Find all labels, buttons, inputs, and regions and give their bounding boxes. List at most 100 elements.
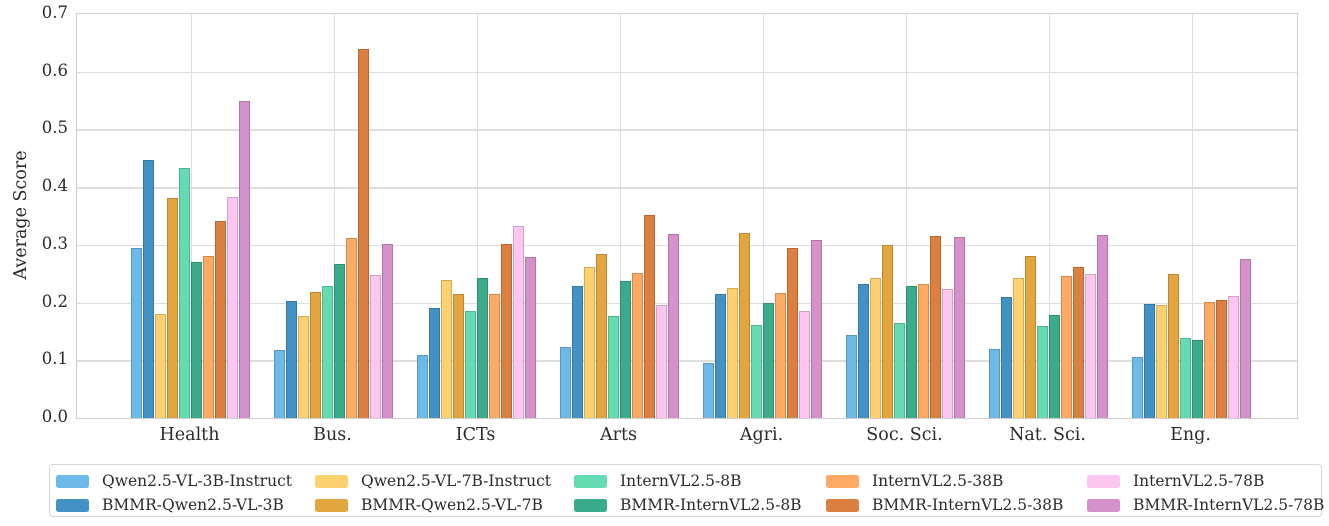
legend-swatch-icon [574, 474, 607, 488]
bar-internvl2.5-8b [465, 310, 476, 418]
bar-bmmr-qwen2.5-vl-7b [1168, 274, 1179, 418]
bar-qwen2.5-vl-7b-instruct [155, 314, 166, 418]
bar-qwen2.5-vl-7b-instruct [870, 278, 881, 418]
gridline-vertical [1191, 14, 1193, 418]
x-tick-label-nat-sci-: Nat. Sci. [1009, 425, 1086, 445]
legend-swatch-icon [315, 474, 348, 488]
bar-bmmr-internvl2.5-8b [191, 262, 202, 418]
bar-qwen2.5-vl-3b-instruct [989, 349, 1000, 418]
bar-bmmr-qwen2.5-vl-7b [1025, 255, 1036, 418]
bar-internvl2.5-78b [1085, 273, 1096, 418]
legend-swatch-icon [1087, 474, 1120, 488]
bar-internvl2.5-78b [370, 275, 381, 418]
bar-internvl2.5-78b [227, 196, 238, 418]
x-tick-label-agri-: Agri. [739, 425, 784, 445]
y-tick-label: 0.1 [41, 349, 68, 369]
bar-bmmr-internvl2.5-38b [501, 244, 512, 418]
y-tick-label: 0.7 [41, 3, 68, 22]
bar-bmmr-qwen2.5-vl-3b [715, 293, 726, 418]
bar-internvl2.5-78b [513, 226, 524, 418]
bar-bmmr-internvl2.5-38b [358, 49, 369, 418]
y-tick-label: 0.0 [41, 407, 68, 426]
bar-internvl2.5-78b [656, 304, 667, 418]
gridline-vertical [905, 14, 907, 418]
legend-swatch-icon [826, 474, 859, 488]
bar-bmmr-internvl2.5-38b [930, 235, 941, 418]
bar-bmmr-qwen2.5-vl-3b [1001, 297, 1012, 418]
bar-bmmr-internvl2.5-8b [763, 303, 774, 418]
bar-internvl2.5-38b [918, 283, 929, 418]
bar-bmmr-qwen2.5-vl-3b [1144, 303, 1155, 418]
x-tick-label-eng-: Eng. [1170, 425, 1211, 445]
bar-bmmr-internvl2.5-8b [1049, 315, 1060, 418]
bar-internvl2.5-38b [203, 256, 214, 418]
x-tick-label-health: Health [159, 425, 220, 445]
bar-qwen2.5-vl-7b-instruct [727, 288, 738, 418]
y-tick-label: 0.6 [41, 60, 68, 80]
bar-internvl2.5-78b [1228, 296, 1239, 418]
gridline-vertical [619, 14, 621, 418]
bar-internvl2.5-38b [775, 292, 786, 418]
gridline-horizontal [77, 244, 1297, 247]
bar-bmmr-qwen2.5-vl-3b [143, 160, 154, 418]
bar-qwen2.5-vl-3b-instruct [131, 248, 142, 418]
bar-bmmr-internvl2.5-8b [1192, 339, 1203, 418]
gridline-horizontal [77, 71, 1297, 74]
bar-bmmr-internvl2.5-78b [1240, 259, 1251, 418]
legend-label: Qwen2.5-VL-3B-Instruct [102, 472, 292, 490]
legend-item: BMMR-Qwen2.5-VL-7B [315, 494, 543, 516]
y-tick-label: 0.5 [41, 118, 68, 138]
bar-bmmr-internvl2.5-8b [334, 263, 345, 418]
legend-item: BMMR-InternVL2.5-78B [1087, 494, 1324, 516]
legend-swatch-icon [1087, 498, 1120, 512]
plot-area [76, 13, 1298, 419]
legend-label: InternVL2.5-8B [620, 472, 742, 490]
y-tick-label: 0.4 [41, 176, 68, 196]
bar-internvl2.5-38b [1204, 301, 1215, 418]
bar-internvl2.5-8b [179, 167, 190, 418]
bar-internvl2.5-8b [751, 324, 762, 418]
gridline-vertical [762, 14, 764, 418]
legend: Qwen2.5-VL-3B-Instruct BMMR-Qwen2.5-VL-3B… [49, 464, 1324, 517]
legend-label: InternVL2.5-78B [1133, 472, 1265, 490]
bar-internvl2.5-78b [799, 311, 810, 418]
gridline-horizontal [77, 187, 1297, 189]
x-tick-label-arts: Arts [599, 425, 638, 445]
bar-bmmr-qwen2.5-vl-7b [739, 232, 750, 418]
bar-qwen2.5-vl-3b-instruct [560, 347, 571, 418]
bar-internvl2.5-38b [1061, 276, 1072, 418]
bar-bmmr-qwen2.5-vl-3b [858, 283, 869, 418]
gridline-vertical [1048, 14, 1050, 418]
legend-swatch-icon [826, 498, 859, 512]
legend-item: BMMR-Qwen2.5-VL-3B [56, 494, 284, 516]
bar-bmmr-qwen2.5-vl-3b [572, 286, 583, 418]
legend-item: InternVL2.5-38B [826, 470, 1003, 492]
bar-qwen2.5-vl-7b-instruct [584, 267, 595, 418]
legend-label: BMMR-InternVL2.5-8B [620, 496, 802, 514]
gridline-horizontal [77, 302, 1297, 304]
bar-bmmr-internvl2.5-78b [525, 256, 536, 418]
gridline-vertical [476, 14, 478, 418]
bar-bmmr-internvl2.5-8b [477, 278, 488, 418]
y-axis-label: Average Score [11, 150, 31, 280]
bar-qwen2.5-vl-3b-instruct [274, 350, 285, 418]
bar-qwen2.5-vl-7b-instruct [1013, 278, 1024, 418]
bar-qwen2.5-vl-3b-instruct [703, 363, 714, 418]
legend-item: InternVL2.5-78B [1087, 470, 1264, 492]
bar-bmmr-internvl2.5-38b [787, 247, 798, 418]
legend-label: Qwen2.5-VL-7B-Instruct [361, 472, 551, 490]
bar-qwen2.5-vl-7b-instruct [441, 280, 452, 418]
bar-internvl2.5-8b [322, 286, 333, 418]
bar-bmmr-internvl2.5-78b [239, 100, 250, 418]
legend-item: Qwen2.5-VL-7B-Instruct [315, 470, 551, 492]
bar-internvl2.5-8b [1037, 326, 1048, 418]
bar-bmmr-internvl2.5-38b [644, 215, 655, 418]
x-tick-label-soc-sci-: Soc. Sci. [866, 425, 943, 445]
bar-bmmr-qwen2.5-vl-7b [596, 254, 607, 418]
bar-internvl2.5-38b [346, 237, 357, 418]
legend-swatch-icon [315, 498, 348, 512]
bar-bmmr-qwen2.5-vl-3b [286, 300, 297, 418]
bar-bmmr-internvl2.5-78b [668, 233, 679, 418]
legend-swatch-icon [574, 498, 607, 512]
bar-internvl2.5-8b [608, 316, 619, 418]
